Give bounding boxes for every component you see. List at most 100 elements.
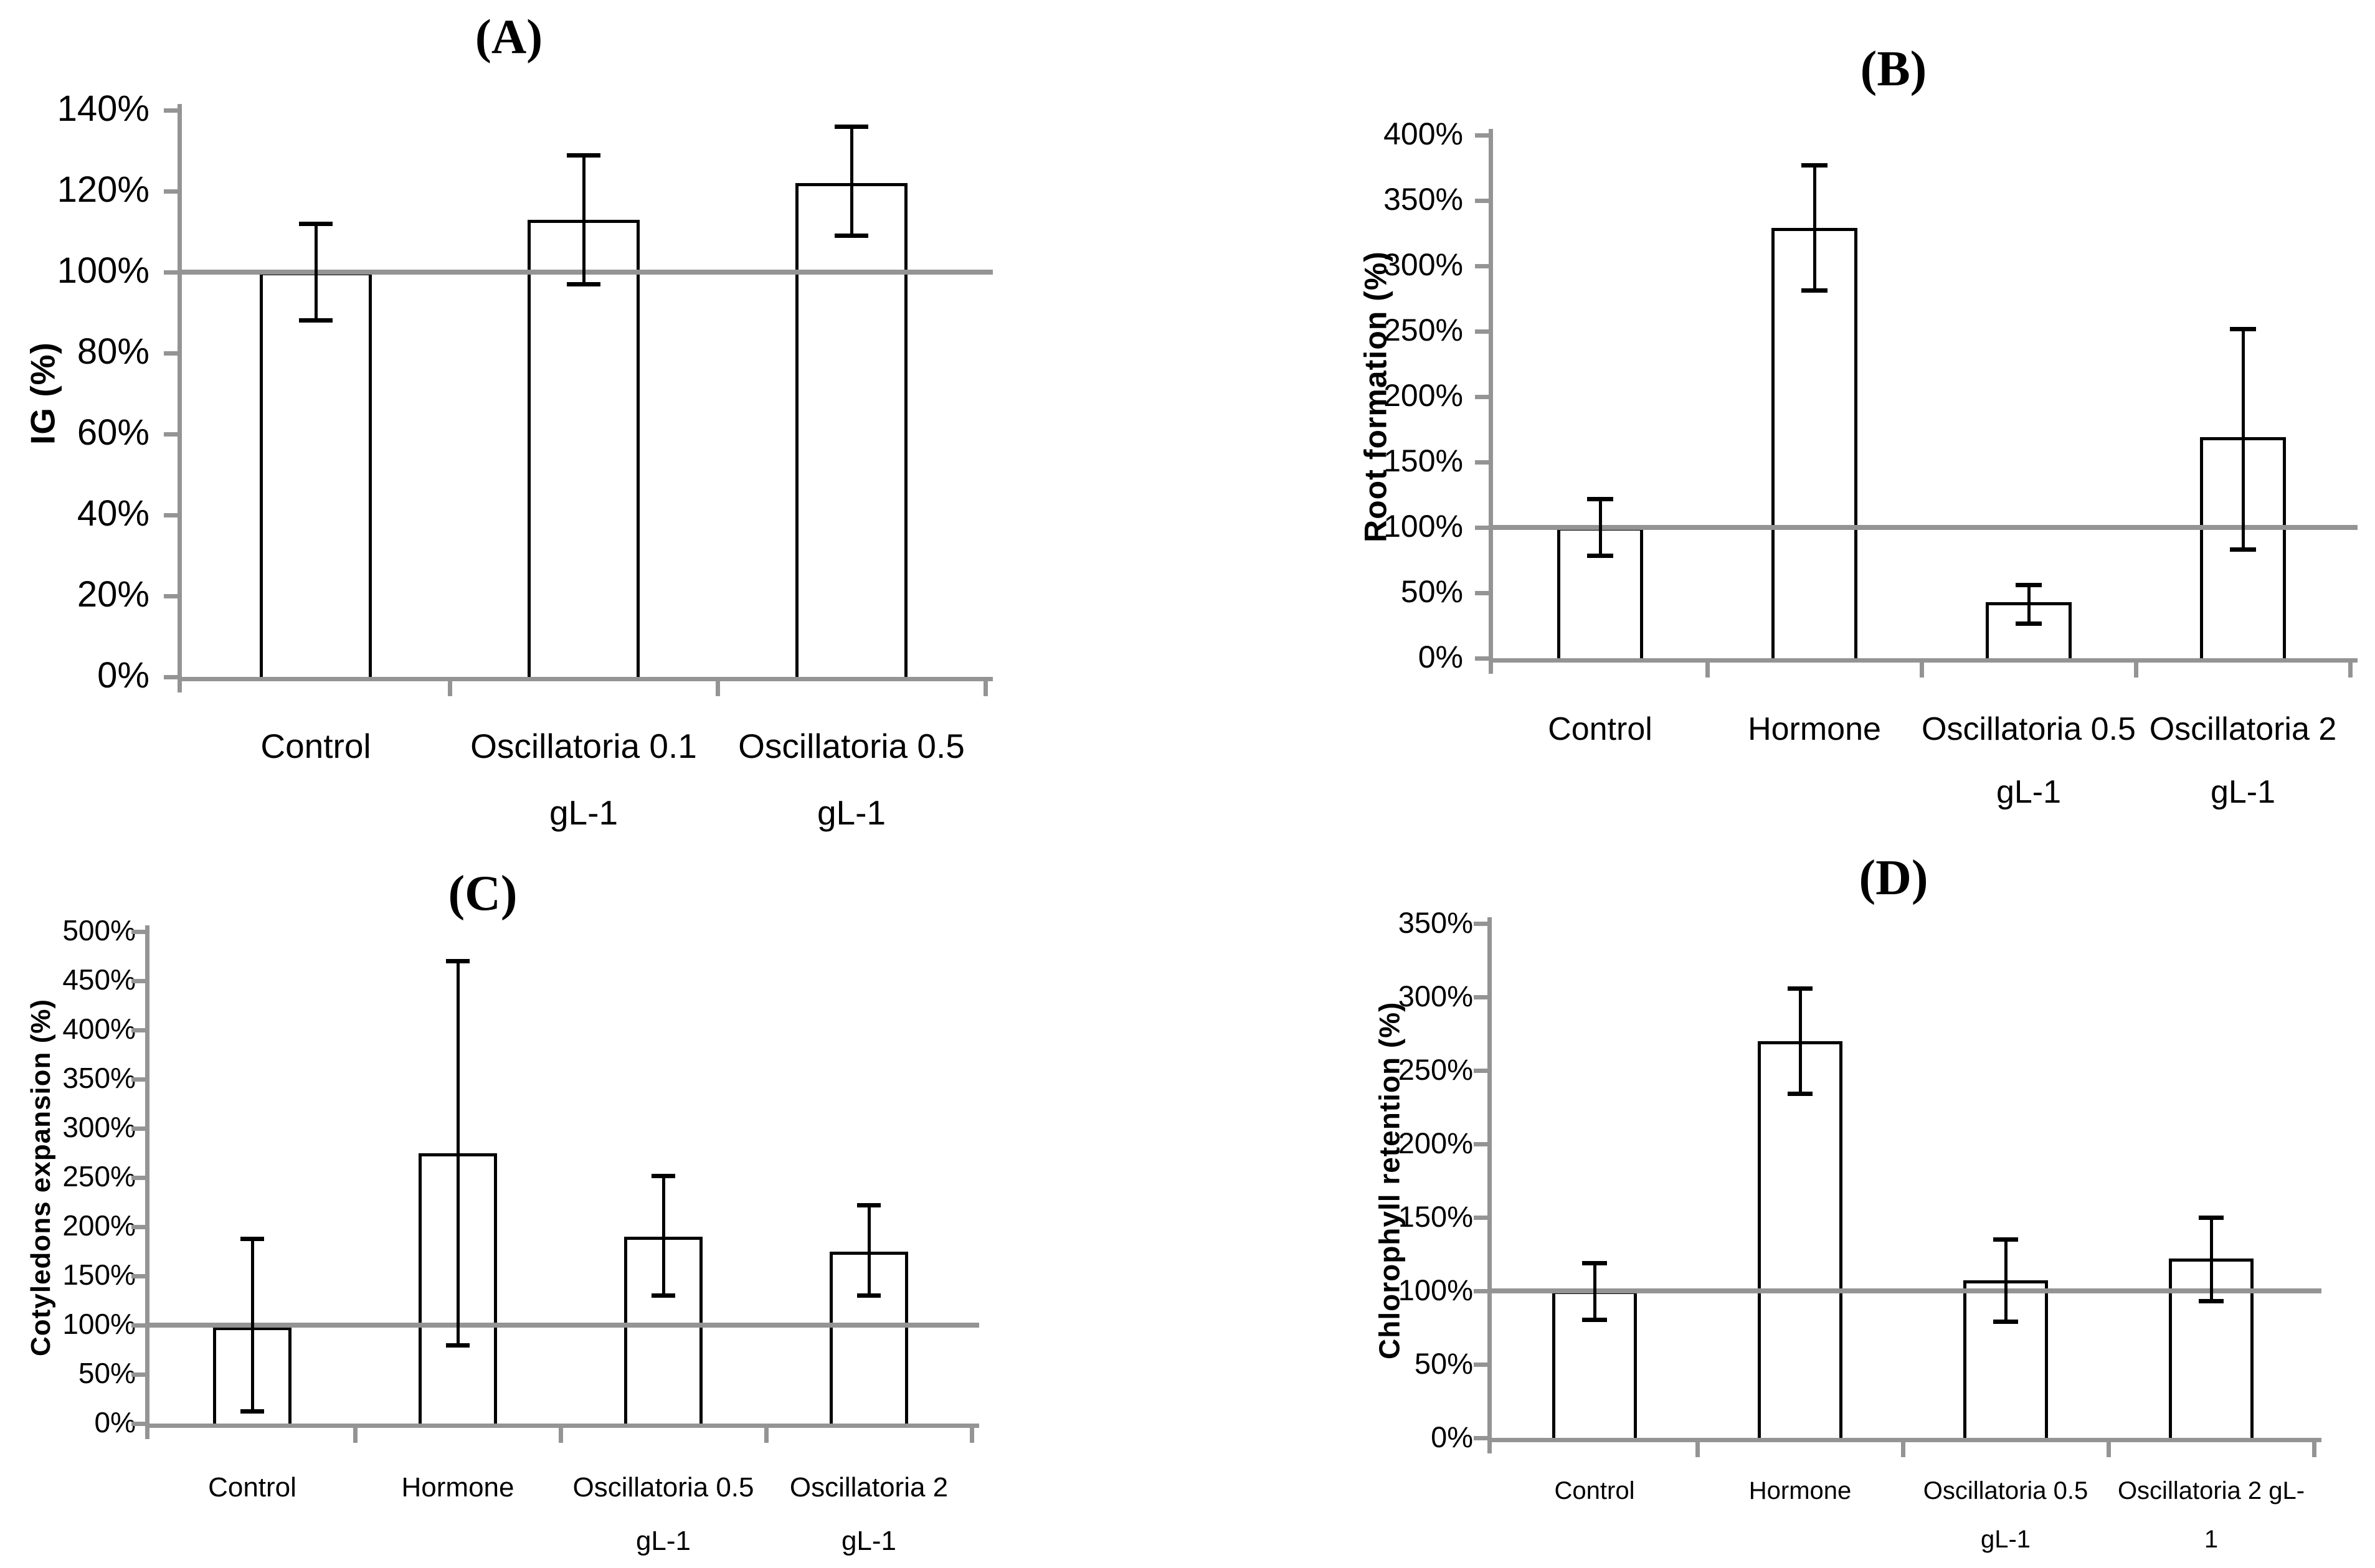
x-category-label: Hormone xyxy=(1748,711,1881,747)
y-tick-label: 100% xyxy=(62,1308,136,1341)
y-tick-label: 200% xyxy=(1398,1126,1473,1159)
y-tick-mark xyxy=(1474,1142,1492,1146)
error-bar-line xyxy=(867,1205,871,1296)
y-tick-label: 20% xyxy=(77,574,149,615)
y-tick-mark xyxy=(1475,656,1493,661)
error-bar-line xyxy=(314,224,318,321)
y-axis-line xyxy=(1489,129,1493,674)
x-axis-line xyxy=(1489,658,2358,663)
error-bar-cap-bottom xyxy=(1587,554,1613,559)
error-bar-cap-top xyxy=(2198,1216,2224,1220)
x-axis-line xyxy=(145,1424,979,1428)
y-tick-label: 50% xyxy=(1414,1346,1473,1380)
y-tick-mark xyxy=(131,1028,149,1032)
y-tick-label: 250% xyxy=(62,1160,136,1193)
y-axis-line xyxy=(178,104,182,692)
x-tick-mark xyxy=(1901,1442,1905,1457)
panel-title: (B) xyxy=(1860,42,1927,97)
error-bar-cap-bottom xyxy=(1581,1318,1608,1323)
y-tick-mark xyxy=(164,108,182,113)
x-tick-mark xyxy=(764,1428,769,1443)
y-tick-label: 400% xyxy=(1383,116,1463,151)
y-tick-mark xyxy=(1474,1216,1492,1220)
error-bar-cap-bottom xyxy=(2230,547,2256,552)
y-tick-label: 0% xyxy=(1418,640,1463,674)
error-bar-cap-top xyxy=(834,125,869,129)
plot-area: 0% 50% 100% 150% 200% 250% 300% 350% Control Horm… xyxy=(1183,772,2375,1553)
y-tick-mark xyxy=(1474,1363,1492,1367)
error-bar-line xyxy=(2241,328,2245,550)
y-tick-mark xyxy=(131,1077,149,1082)
y-tick-label: 0% xyxy=(97,655,149,696)
error-bar-cap-bottom xyxy=(857,1293,881,1298)
panel-C: (C) Cotyledons expansion (%) 0% 50% 100% 15… xyxy=(0,772,1183,1556)
error-bar-line xyxy=(850,126,853,236)
y-tick-mark xyxy=(164,351,182,356)
y-tick-label: 0% xyxy=(1431,1420,1473,1453)
y-tick-mark xyxy=(131,1422,149,1426)
y-tick-mark xyxy=(1475,199,1493,203)
error-bar-line xyxy=(2004,1239,2008,1322)
x-category-label: Control xyxy=(1554,1477,1635,1504)
y-tick-mark xyxy=(164,594,182,598)
x-category-label: Oscillatoria 2 gL-1 xyxy=(789,1472,949,1556)
x-tick-mark xyxy=(984,681,988,696)
error-bar-cap-top xyxy=(566,153,601,158)
y-tick-label: 400% xyxy=(62,1013,136,1046)
x-category-label: Oscillatoria 2 gL- 1 xyxy=(2117,1477,2305,1553)
y-tick-label: 250% xyxy=(1398,1052,1473,1086)
x-category-label: Hormone xyxy=(1748,1477,1852,1504)
x-tick-mark xyxy=(1705,663,1710,678)
error-bar-cap-bottom xyxy=(1993,1319,2019,1324)
error-bar-line xyxy=(456,961,460,1346)
y-tick-label: 0% xyxy=(94,1406,136,1439)
y-tick-mark xyxy=(1474,922,1492,926)
bar xyxy=(527,219,640,677)
y-tick-mark xyxy=(164,513,182,517)
x-tick-mark xyxy=(1920,663,1924,678)
y-tick-mark xyxy=(1474,1069,1492,1073)
x-category-label: Hormone xyxy=(401,1472,514,1503)
x-tick-mark xyxy=(2348,663,2353,678)
reference-line-100pct xyxy=(149,1323,979,1328)
x-tick-mark xyxy=(2312,1442,2316,1457)
x-tick-mark xyxy=(1695,1442,1700,1457)
error-bar-cap-bottom xyxy=(446,1343,470,1348)
y-tick-mark xyxy=(131,1126,149,1131)
error-bar-line xyxy=(1598,498,1602,557)
x-category-label: Oscillatoria 2 gL-1 xyxy=(2149,711,2337,811)
x-category-label: Oscillatoria 0.5 gL-1 xyxy=(1923,1477,2088,1553)
bar xyxy=(795,183,908,677)
y-tick-label: 120% xyxy=(57,169,149,210)
plot-area: 0% 20% 40% 60% 80% 100% 120% 140% Control Oscilla… xyxy=(0,0,1183,832)
y-tick-label: 50% xyxy=(78,1357,136,1390)
y-tick-label: 140% xyxy=(57,88,149,130)
reference-line-100pct xyxy=(1493,525,2358,530)
bar xyxy=(1771,228,1857,658)
y-tick-label: 300% xyxy=(1398,979,1473,1013)
y-tick-label: 100% xyxy=(1383,509,1463,544)
y-tick-label: 250% xyxy=(1383,313,1463,347)
x-category-label: Control xyxy=(1548,711,1652,747)
error-bar-cap-top xyxy=(1587,496,1613,501)
error-bar-line xyxy=(582,154,585,285)
x-category-label: Control xyxy=(260,727,371,765)
bar xyxy=(624,1236,703,1424)
reference-line-100pct xyxy=(1492,1288,2321,1293)
error-bar-cap-bottom xyxy=(834,233,869,238)
y-tick-label: 50% xyxy=(1400,574,1463,609)
error-bar-line xyxy=(2027,585,2031,625)
error-bar-cap-top xyxy=(2230,326,2256,331)
y-tick-mark xyxy=(164,270,182,275)
error-bar-cap-top xyxy=(2016,583,2042,588)
error-bar-cap-bottom xyxy=(652,1293,675,1298)
y-tick-label: 200% xyxy=(62,1209,136,1242)
error-bar-line xyxy=(1593,1263,1596,1321)
bar xyxy=(1557,527,1643,658)
error-bar-cap-top xyxy=(240,1236,264,1241)
y-tick-label: 40% xyxy=(77,493,149,534)
y-tick-mark xyxy=(164,432,182,437)
y-tick-mark xyxy=(131,979,149,983)
panel-D: (D) Chlorophyll retention (%) 0% 50% 100% 1… xyxy=(1183,772,2375,1553)
x-tick-mark xyxy=(716,681,720,696)
